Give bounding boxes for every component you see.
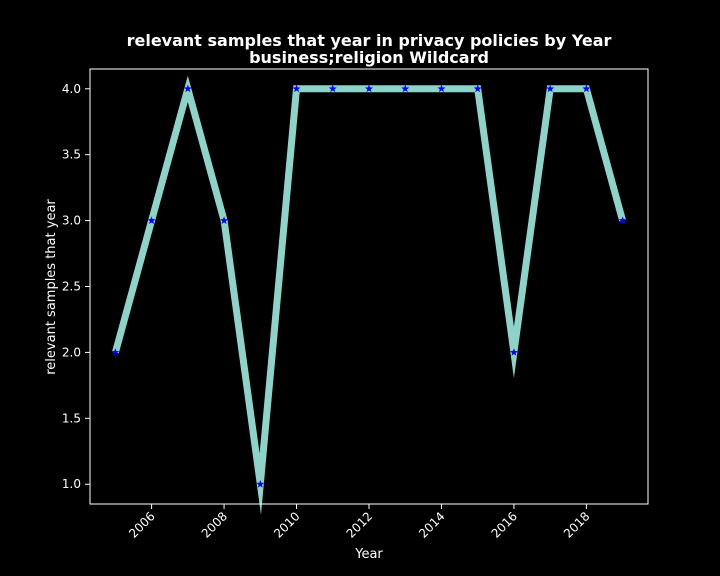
data-point (509, 348, 518, 356)
y-tick-label: 4.0 (62, 82, 81, 96)
chart-title-line2: business;religion Wildcard (249, 48, 489, 67)
data-point (292, 84, 301, 93)
data-point (220, 216, 229, 224)
y-tick-label: 2.0 (62, 345, 81, 359)
y-axis-label: relevant samples that year (44, 199, 59, 375)
data-point (618, 216, 627, 224)
data-point (473, 84, 482, 93)
data-point (328, 84, 337, 93)
data-point (437, 84, 446, 93)
y-tick-label: 2.5 (62, 280, 81, 294)
data-point (401, 84, 410, 93)
y-tick-label: 1.5 (62, 411, 81, 425)
axes-frame (89, 68, 649, 505)
data-point (582, 84, 591, 93)
y-tick-label: 1.0 (62, 477, 81, 491)
x-axis-label: Year (354, 547, 383, 562)
data-point (111, 348, 120, 356)
data-point (256, 480, 265, 488)
data-point (183, 84, 192, 93)
y-tick-label: 3.5 (62, 148, 81, 162)
data-point (147, 216, 156, 224)
data-point (365, 84, 373, 93)
data-point (546, 84, 555, 93)
chart-title-line1: relevant samples that year in privacy po… (127, 31, 612, 50)
y-tick-label: 3.0 (62, 214, 81, 228)
